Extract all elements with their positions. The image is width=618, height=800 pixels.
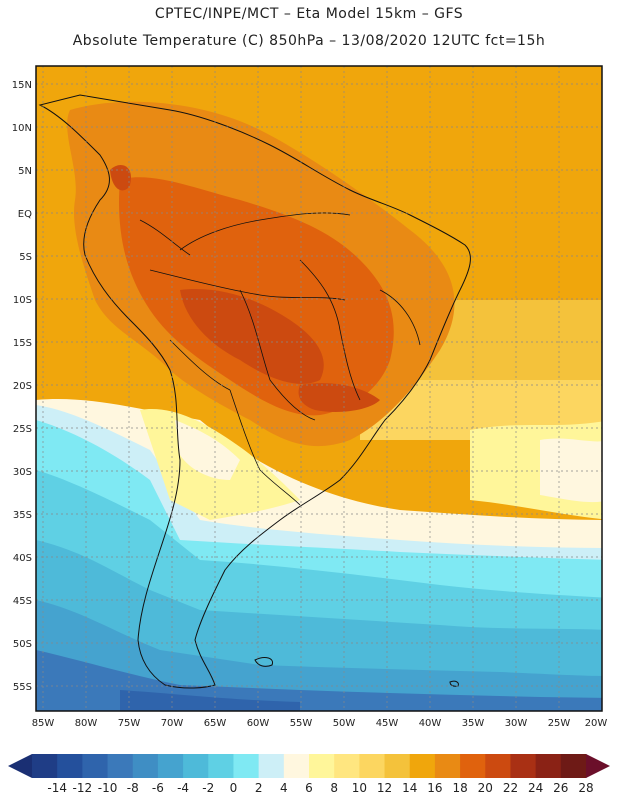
country-borders (139, 212, 421, 506)
lon-label: 45W (376, 718, 399, 729)
colorbar-swatch (409, 754, 436, 778)
lon-label: 60W (247, 718, 270, 729)
lat-label: 15N (12, 80, 32, 91)
lat-label: 35S (13, 510, 32, 521)
colorbar-swatch (32, 754, 58, 778)
lat-label: 20S (13, 381, 32, 392)
colorbar-swatch (183, 754, 209, 778)
colorbar-tick-label: -2 (202, 781, 214, 795)
colorbar-tick-label: -10 (98, 781, 118, 795)
lat-label: 40S (13, 553, 32, 564)
lat-label: 25S (13, 424, 32, 435)
colorbar-swatch (208, 754, 234, 778)
colorbar-swatch (82, 754, 109, 778)
colorbar-tick-label: 24 (528, 781, 543, 795)
lon-label: 25W (548, 718, 571, 729)
lat-label: 55S (13, 682, 32, 693)
colorbar-swatch (107, 754, 134, 778)
colorbar-tick-label: 22 (503, 781, 518, 795)
colorbar-swatch (560, 754, 587, 778)
colorbar-tick-label: -12 (73, 781, 93, 795)
colorbar-swatch (258, 754, 285, 778)
colorbar-swatch (359, 754, 386, 778)
colorbar-tick-label: 14 (402, 781, 417, 795)
colorbar-swatch (460, 754, 486, 778)
colorbar-swatch (283, 754, 310, 778)
longitude-labels: 85W 80W 75W 70W 65W 60W 55W 50W 45W 40W … (32, 718, 608, 729)
colorbar-tick-label: 12 (377, 781, 392, 795)
lon-label: 40W (419, 718, 442, 729)
colorbar-swatch (485, 754, 511, 778)
lat-label: 45S (13, 596, 32, 607)
colorbar-tick-label: 28 (578, 781, 593, 795)
lon-label: 20W (585, 718, 608, 729)
colorbar-swatch (157, 754, 184, 778)
colorbar-tick-label: -6 (152, 781, 164, 795)
colorbar-swatch (309, 754, 335, 778)
lat-label: 50S (13, 639, 32, 650)
lon-label: 75W (118, 718, 141, 729)
colorbar-tick-label: 26 (553, 781, 568, 795)
lat-label: 30S (13, 467, 32, 478)
lon-label: 80W (75, 718, 98, 729)
colorbar-swatch (132, 754, 159, 778)
colorbar-tick-label: -14 (47, 781, 67, 795)
colorbar-swatch (57, 754, 83, 778)
temperature-field (36, 66, 602, 711)
colorbar-tick-label: 4 (280, 781, 288, 795)
colorbar-swatch (434, 754, 461, 778)
colorbar: -14 -12 -10 -8 -6 -4 -2 0 2 4 6 8 10 12 14 16 18 20 22 24 26… (8, 754, 610, 795)
lat-label: EQ (18, 209, 32, 220)
lon-label: 70W (161, 718, 184, 729)
colorbar-swatch (334, 754, 360, 778)
colorbar-arrow-max (586, 754, 610, 778)
lon-label: 50W (333, 718, 356, 729)
colorbar-tick-label: 20 (478, 781, 493, 795)
latitude-labels: 15N 10N 5N EQ 5S 10S 15S 20S 25S 30S 35S… (12, 80, 32, 693)
colorbar-arrow-min (8, 754, 32, 778)
colorbar-tick-label: 16 (427, 781, 442, 795)
colorbar-swatch (384, 754, 411, 778)
map-title-line-1: CPTEC/INPE/MCT – Eta Model 15km – GFS (154, 6, 464, 22)
graticule (36, 66, 602, 711)
lon-label: 30W (505, 718, 528, 729)
lat-label: 5N (18, 166, 32, 177)
map-frame (35, 65, 603, 712)
lat-label: 10S (13, 295, 32, 306)
colorbar-tick-label: 2 (255, 781, 263, 795)
map-title-line-2: Absolute Temperature (C) 850hPa – 13/08/… (72, 33, 546, 49)
colorbar-swatch (510, 754, 537, 778)
lat-label: 15S (13, 338, 32, 349)
lon-label: 35W (462, 718, 485, 729)
colorbar-tick-label: 10 (352, 781, 367, 795)
lat-label: 10N (12, 123, 32, 134)
colorbar-swatch (535, 754, 562, 778)
colorbar-tick-label: -4 (177, 781, 189, 795)
lon-label: 65W (204, 718, 227, 729)
lon-label: 55W (290, 718, 313, 729)
colorbar-swatch (233, 754, 260, 778)
colorbar-tick-label: 0 (230, 781, 238, 795)
colorbar-tick-label: 18 (452, 781, 467, 795)
colorbar-tick-label: 8 (330, 781, 338, 795)
lat-label: 5S (19, 252, 32, 263)
lon-label: 85W (32, 718, 55, 729)
colorbar-tick-label: -8 (127, 781, 139, 795)
colorbar-tick-label: 6 (305, 781, 313, 795)
